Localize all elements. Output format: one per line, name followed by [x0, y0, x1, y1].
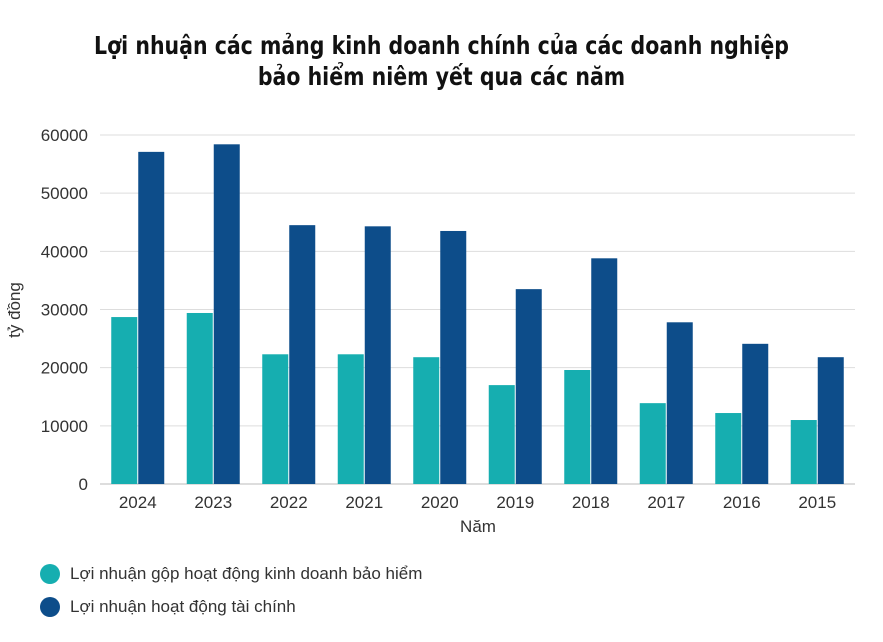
y-tick-label: 30000	[41, 301, 88, 320]
bar-2024-series-1	[138, 151, 165, 484]
bar-2023-series-1	[213, 144, 240, 484]
bar-2022-series-0	[262, 354, 289, 484]
y-tick-label: 10000	[41, 417, 88, 436]
bar-2019-series-1	[515, 289, 542, 484]
bar-2023-series-0	[186, 312, 213, 484]
bar-2018-series-0	[564, 369, 591, 484]
x-tick-label: 2023	[194, 493, 232, 512]
y-tick-label: 20000	[41, 359, 88, 378]
legend-item-financial-profit: Lợi nhuận hoạt động tài chính	[40, 597, 296, 617]
x-tick-label: 2016	[723, 493, 761, 512]
legend-item-gross-insurance-profit: Lợi nhuận gộp hoạt động kinh doanh bảo h…	[40, 564, 422, 584]
x-tick-label: 2015	[798, 493, 836, 512]
bar-2018-series-1	[591, 258, 618, 484]
x-tick-label: 2018	[572, 493, 610, 512]
legend-swatch	[40, 597, 60, 617]
bar-2016-series-1	[742, 343, 769, 484]
bar-2024-series-0	[111, 317, 138, 484]
bar-2019-series-0	[488, 385, 515, 484]
x-tick-label: 2020	[421, 493, 459, 512]
legend-label: Lợi nhuận gộp hoạt động kinh doanh bảo h…	[70, 564, 423, 583]
legend-label: Lợi nhuận hoạt động tài chính	[70, 597, 296, 616]
x-tick-label: 2021	[345, 493, 383, 512]
title-line-2: bảo hiểm niêm yết qua các năm	[257, 62, 626, 91]
bar-2020-series-0	[413, 357, 440, 484]
x-tick-label: 2024	[119, 493, 157, 512]
bar-2016-series-0	[715, 413, 742, 484]
bar-2017-series-0	[639, 403, 666, 484]
chart-title: Lợi nhuận các mảng kinh doanh chính của …	[79, 30, 803, 92]
y-tick-label: 50000	[41, 184, 88, 203]
x-axis-label: Năm	[460, 517, 496, 536]
bar-2022-series-1	[289, 225, 316, 485]
y-axis-label: tỷ đồng	[5, 282, 24, 338]
bar-2020-series-1	[440, 230, 467, 484]
bar-2017-series-1	[666, 322, 693, 484]
x-tick-label: 2017	[647, 493, 685, 512]
y-tick-label: 0	[79, 475, 88, 494]
y-tick-label: 40000	[41, 242, 88, 261]
bar-2021-series-0	[337, 354, 364, 484]
bar-2015-series-0	[790, 420, 817, 484]
title-line-1: Lợi nhuận các mảng kinh doanh chính của …	[94, 31, 789, 60]
legend-swatch	[40, 564, 60, 584]
x-tick-label: 2022	[270, 493, 308, 512]
x-tick-label: 2019	[496, 493, 534, 512]
bar-2015-series-1	[817, 357, 844, 484]
y-tick-label: 60000	[41, 126, 88, 145]
bar-2021-series-1	[364, 226, 391, 485]
